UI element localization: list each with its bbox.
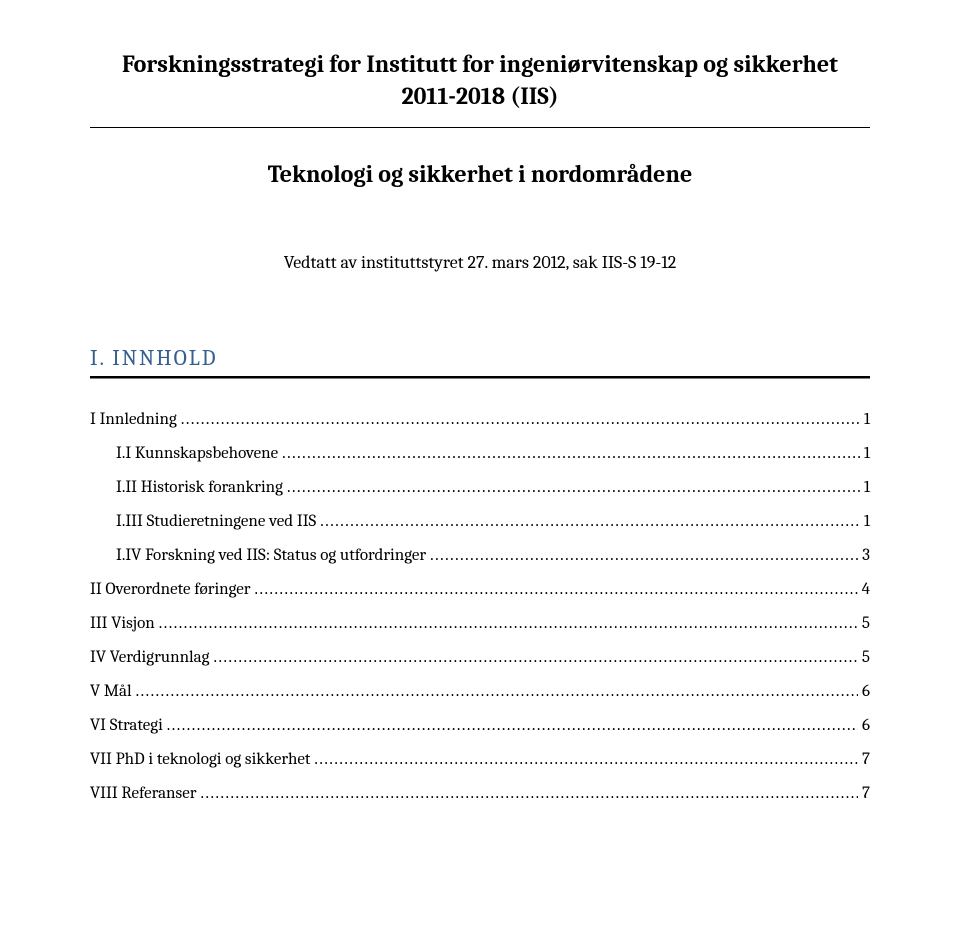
toc-page-number: 5 (862, 607, 870, 641)
toc-leader-dots (136, 675, 858, 709)
toc-double-rule (90, 376, 870, 379)
table-of-contents: I Innledning1I.I Kunnskapsbehovene1I.II … (90, 403, 870, 811)
toc-label: III Visjon (90, 607, 155, 641)
toc-heading: I. INNHOLD (90, 345, 870, 373)
toc-label: I.IV Forskning ved IIS: Status og utford… (116, 539, 426, 573)
toc-row: I.II Historisk forankring 1 (90, 471, 870, 505)
toc-label: II Overordnete føringer (90, 573, 251, 607)
toc-page-number: 6 (862, 709, 870, 743)
toc-page-number: 4 (862, 573, 870, 607)
toc-leader-dots (255, 573, 858, 607)
toc-page-number: 6 (862, 675, 870, 709)
toc-leader-dots (282, 437, 860, 471)
toc-row: I.III Studieretningene ved IIS 1 (90, 505, 870, 539)
toc-row: VII PhD i teknologi og sikkerhet 7 (90, 743, 870, 777)
toc-page-number: 7 (862, 777, 870, 811)
toc-leader-dots (287, 471, 860, 505)
toc-row: IV Verdigrunnlag 5 (90, 641, 870, 675)
toc-row: VIII Referanser 7 (90, 777, 870, 811)
toc-page-number: 5 (862, 641, 870, 675)
toc-label: VII PhD i teknologi og sikkerhet (90, 743, 310, 777)
toc-page-number: 7 (862, 743, 870, 777)
title-line2: 2011-2018 (IIS) (401, 82, 558, 110)
toc-page-number: 3 (862, 539, 870, 573)
title-line1: Forskningsstrategi for Institutt for ing… (122, 50, 838, 78)
toc-leader-dots (167, 709, 858, 743)
toc-row: I.IV Forskning ved IIS: Status og utford… (90, 539, 870, 573)
toc-leader-dots (314, 743, 858, 777)
toc-leader-dots (159, 607, 858, 641)
toc-leader-dots (181, 403, 860, 437)
toc-label: I Innledning (90, 403, 177, 437)
toc-label: V Mål (90, 675, 132, 709)
document-subtitle: Teknologi og sikkerhet i nordområdene (90, 160, 870, 188)
toc-row: I Innledning 1 (90, 403, 870, 437)
toc-row: I.I Kunnskapsbehovene 1 (90, 437, 870, 471)
toc-leader-dots (320, 505, 860, 539)
adopted-line: Vedtatt av instituttstyret 27. mars 2012… (90, 252, 870, 273)
toc-label: VI Strategi (90, 709, 163, 743)
toc-label: VIII Referanser (90, 777, 196, 811)
toc-row: V Mål 6 (90, 675, 870, 709)
document-title: Forskningsstrategi for Institutt for ing… (90, 48, 870, 113)
toc-leader-dots (200, 777, 858, 811)
title-rule (90, 127, 870, 128)
toc-row: III Visjon 5 (90, 607, 870, 641)
toc-label: I.III Studieretningene ved IIS (116, 505, 316, 539)
toc-label: I.II Historisk forankring (116, 471, 283, 505)
toc-page-number: 1 (864, 505, 870, 539)
toc-label: IV Verdigrunnlag (90, 641, 209, 675)
toc-page-number: 1 (864, 437, 870, 471)
toc-page-number: 1 (864, 403, 870, 437)
toc-row: II Overordnete føringer 4 (90, 573, 870, 607)
toc-label: I.I Kunnskapsbehovene (116, 437, 278, 471)
toc-leader-dots (430, 539, 858, 573)
toc-row: VI Strategi 6 (90, 709, 870, 743)
toc-page-number: 1 (864, 471, 870, 505)
toc-leader-dots (213, 641, 857, 675)
